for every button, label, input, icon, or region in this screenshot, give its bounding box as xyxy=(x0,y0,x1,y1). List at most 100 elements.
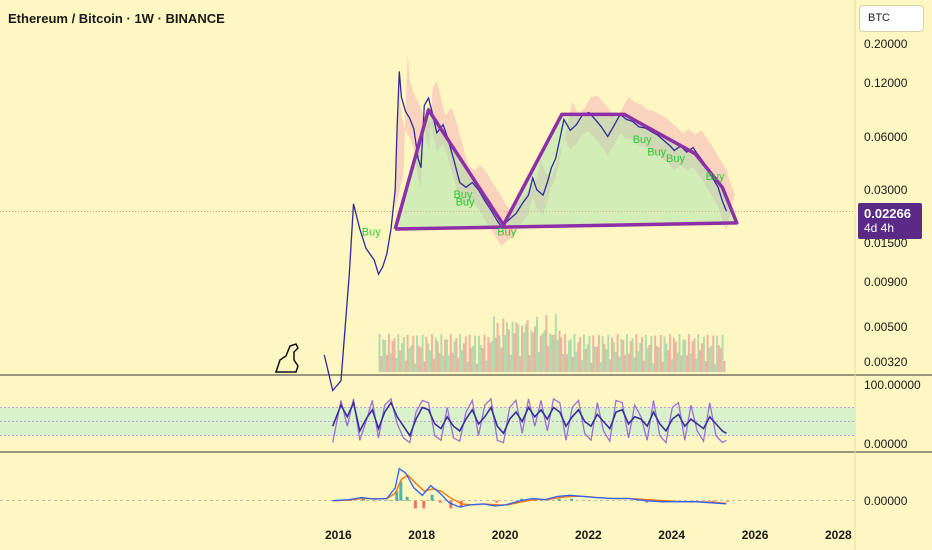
volume-bar xyxy=(652,363,655,372)
volume-bar xyxy=(496,322,499,372)
volume-bar xyxy=(567,340,570,372)
volume-bar xyxy=(669,334,672,372)
volume-bar xyxy=(622,340,625,372)
volume-bar xyxy=(442,355,445,372)
buy-label: Buy xyxy=(456,196,475,208)
volume-bar xyxy=(432,358,435,372)
volume-bar xyxy=(646,348,649,372)
volume-bar xyxy=(532,332,535,372)
buy-label: Buy xyxy=(454,189,473,201)
volume-bar xyxy=(586,344,589,372)
volume-bar xyxy=(626,334,628,372)
volume-bar xyxy=(431,334,433,372)
volume-bar xyxy=(399,350,402,372)
volume-bar xyxy=(579,337,582,372)
volume-bar xyxy=(710,345,713,372)
stoch-k-line xyxy=(331,400,727,438)
volume-bar xyxy=(384,340,387,372)
volume-bar xyxy=(551,335,553,372)
volume-bar xyxy=(462,343,465,372)
volume-bar xyxy=(629,340,632,372)
macd-histogram-bar xyxy=(413,500,417,509)
current-price-tag: 0.02266 4d 4h xyxy=(858,203,922,239)
volume-bar xyxy=(515,322,518,372)
volume-bar xyxy=(657,347,660,372)
volume-bar xyxy=(614,351,617,372)
volume-bar xyxy=(502,318,505,372)
price-tick-label: 0.03000 xyxy=(864,182,908,197)
volume-bar xyxy=(682,339,685,372)
volume-bar xyxy=(507,329,510,372)
volume-bar xyxy=(659,335,662,372)
volume-bar xyxy=(635,334,638,372)
macd-histogram-bar xyxy=(520,498,524,501)
buy-label: Buy xyxy=(362,227,381,239)
stoch-tick-label: 100.00000 xyxy=(864,378,921,392)
macd-signal-line xyxy=(332,474,727,506)
volume-bar xyxy=(545,315,548,372)
volume-bar xyxy=(564,334,567,372)
volume-bar xyxy=(594,346,597,372)
interval-label: 1W xyxy=(134,11,154,26)
volume-bar xyxy=(667,349,670,372)
volume-bar xyxy=(571,356,574,372)
price-tick-label: 0.00320 xyxy=(864,354,908,369)
volume-bar xyxy=(479,345,482,372)
volume-bar xyxy=(624,354,627,372)
title-separator: · xyxy=(126,11,131,26)
time-tick-label: 2022 xyxy=(575,528,602,542)
volume-bar xyxy=(416,335,418,372)
volume-bar xyxy=(637,350,640,372)
volume-bar xyxy=(633,357,636,372)
macd-histogram-bar xyxy=(495,500,499,503)
volume-bar xyxy=(506,322,508,372)
volume-bar xyxy=(549,333,552,372)
volume-bar xyxy=(449,334,452,372)
volume-bar xyxy=(472,345,475,372)
volume-bar xyxy=(717,345,720,372)
volume-bar xyxy=(543,330,546,372)
volume-bar xyxy=(607,334,610,372)
volume-bar xyxy=(397,334,400,372)
currency-button[interactable]: BTC xyxy=(859,5,924,32)
volume-bar xyxy=(444,339,447,372)
volume-bar xyxy=(620,339,623,372)
volume-bar xyxy=(684,339,687,372)
price-tick-label: 0.06000 xyxy=(864,129,908,144)
volume-bar xyxy=(547,345,550,372)
macd-histogram-bar xyxy=(726,500,730,502)
volume-bar xyxy=(524,324,527,372)
pattern-outline xyxy=(393,108,739,231)
volume-bar xyxy=(605,349,608,372)
volume-bar xyxy=(584,348,587,372)
volume-bar xyxy=(596,346,598,372)
volume-bar xyxy=(618,356,621,372)
volume-bar xyxy=(536,317,538,372)
volume-bar xyxy=(425,336,428,372)
volume-bar xyxy=(434,338,437,372)
time-tick-label: 2028 xyxy=(825,528,852,542)
volume-bar xyxy=(656,345,658,372)
macd-histogram-bar xyxy=(449,500,453,509)
volume-bar xyxy=(455,338,458,372)
volume-bar xyxy=(631,338,634,372)
volume-bar xyxy=(702,336,705,372)
price-tick-label: 0.12000 xyxy=(864,76,908,91)
macd-histogram-bar xyxy=(438,500,442,503)
volume-bar xyxy=(386,354,388,372)
volume-bar xyxy=(612,342,615,372)
volume-bar xyxy=(436,341,439,372)
symbol-name: Ethereum / Bitcoin xyxy=(8,11,123,26)
price-series-line xyxy=(323,71,728,392)
volume-bar xyxy=(404,360,407,372)
volume-bar xyxy=(464,336,467,372)
pattern-fill xyxy=(395,109,737,229)
volume-bar xyxy=(566,354,568,372)
volume-bar xyxy=(389,353,392,372)
volume-bar xyxy=(485,360,488,372)
volume-bar xyxy=(650,335,653,372)
time-tick-label: 2016 xyxy=(325,528,352,542)
volume-bar xyxy=(693,338,696,372)
